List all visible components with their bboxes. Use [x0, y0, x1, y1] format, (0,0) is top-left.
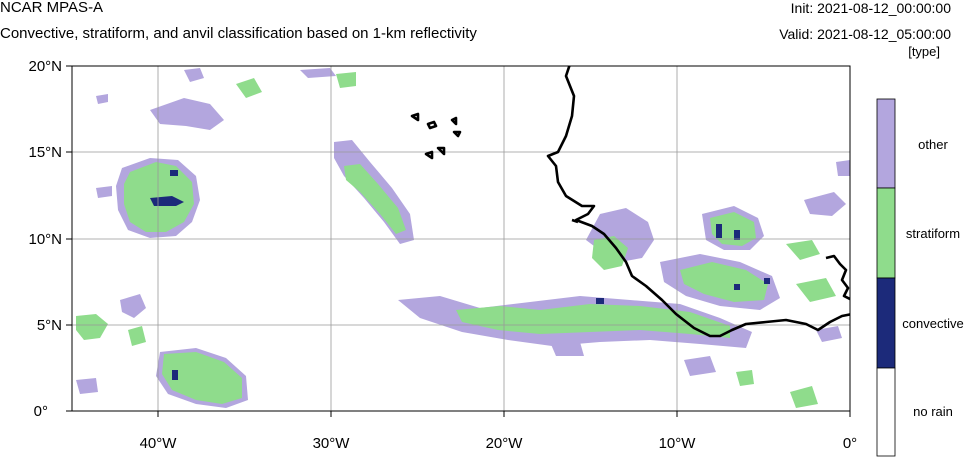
tick-marks: [66, 65, 851, 417]
plot-title: Convective, stratiform, and anvil classi…: [0, 25, 477, 42]
legend-swatch-no-rain: [876, 367, 896, 457]
units-label: [type]: [908, 44, 940, 59]
lat-label-15n: 15°N: [28, 144, 62, 161]
legend-swatch-other: [876, 98, 896, 189]
legend-label-convective: convective: [902, 316, 963, 331]
legend-swatch-stratiform: [876, 187, 896, 279]
rain-area-44w-5n: [76, 294, 146, 346]
lat-label-10n: 10°N: [28, 231, 62, 248]
rain-area-30w-12n: [334, 140, 414, 244]
rain-area-south-scatter: [76, 94, 754, 394]
coastline-cape-verde-3: [450, 116, 458, 126]
gridlines: [72, 66, 850, 411]
lat-label-20n: 20°N: [28, 58, 62, 75]
lon-label-10w: 10°W: [659, 435, 697, 452]
rain-area-anvil-north: [150, 68, 356, 130]
lat-label-0: 0°: [34, 403, 48, 420]
legend: other stratiform convective no rain: [876, 98, 964, 457]
lon-label-20w: 20°W: [486, 435, 524, 452]
rain-area-38w-2n: [156, 348, 248, 408]
coastline-west-africa: [546, 66, 850, 338]
coastline-cape-verde-6: [436, 146, 446, 156]
coastline-bijagos: [571, 218, 579, 224]
rain-area-band-5n: [398, 296, 752, 356]
coastline-cape-verde-2: [426, 120, 438, 130]
legend-label-no-rain: no rain: [913, 404, 953, 419]
lon-label-40w: 40°W: [140, 435, 178, 452]
model-name: NCAR MPAS-A: [0, 0, 104, 16]
lat-label-5n: 5°N: [37, 317, 62, 334]
legend-label-stratiform: stratiform: [906, 226, 960, 241]
rain-area-6w-10n: [702, 206, 764, 250]
lon-label-30w: 30°W: [313, 435, 351, 452]
valid-time-label: Valid: 2021-08-12_05:00:00: [779, 26, 951, 42]
lon-label-0: 0°: [843, 435, 857, 452]
rain-area-west-africa: [586, 208, 780, 310]
init-time-label: Init: 2021-08-12_00:00:00: [790, 0, 951, 16]
legend-label-other: other: [918, 137, 948, 152]
rain-area-east: [786, 160, 850, 408]
coastline-cape-verde-5: [424, 150, 434, 160]
coastline-cape-verde-1: [410, 112, 420, 122]
coastlines: [410, 66, 850, 338]
legend-swatch-convective: [876, 277, 896, 369]
rain-areas: [76, 68, 850, 408]
coastline-cape-verde-4: [452, 130, 462, 138]
coastline-ghana: [825, 254, 850, 301]
